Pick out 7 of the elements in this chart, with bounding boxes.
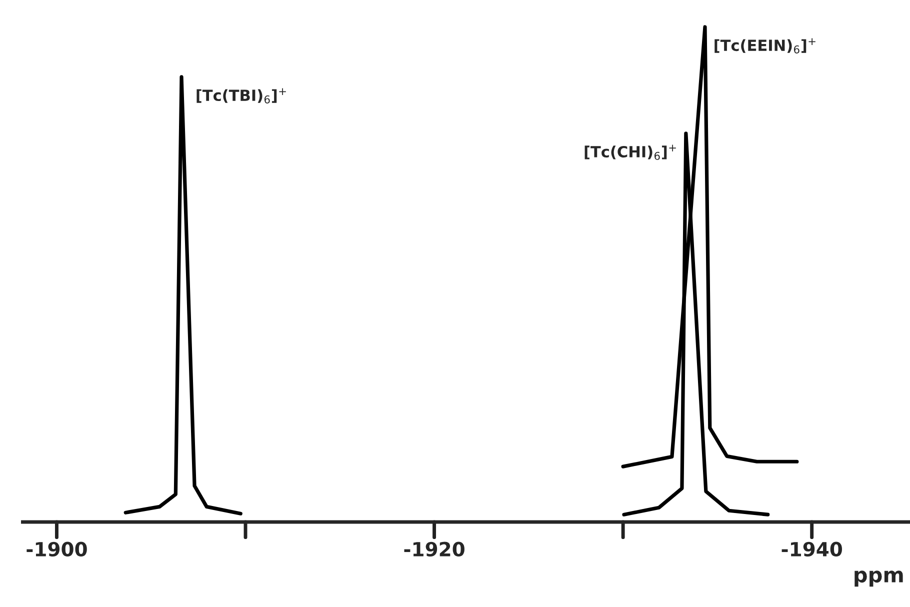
annotation: [Tc(EEIN)$_{6}$]$^{+}$ (714, 38, 816, 54)
annotation: [Tc(TBI)$_{6}$]$^{+}$ (196, 88, 286, 104)
x-tick-label: -1940 (782, 542, 842, 557)
x-tick-label: -1920 (404, 542, 464, 557)
x-axis-title: ppm (854, 570, 903, 587)
annotation: [Tc(CHI)$_{6}$]$^{+}$ (584, 144, 676, 160)
x-tick-label: -1900 (26, 542, 87, 557)
